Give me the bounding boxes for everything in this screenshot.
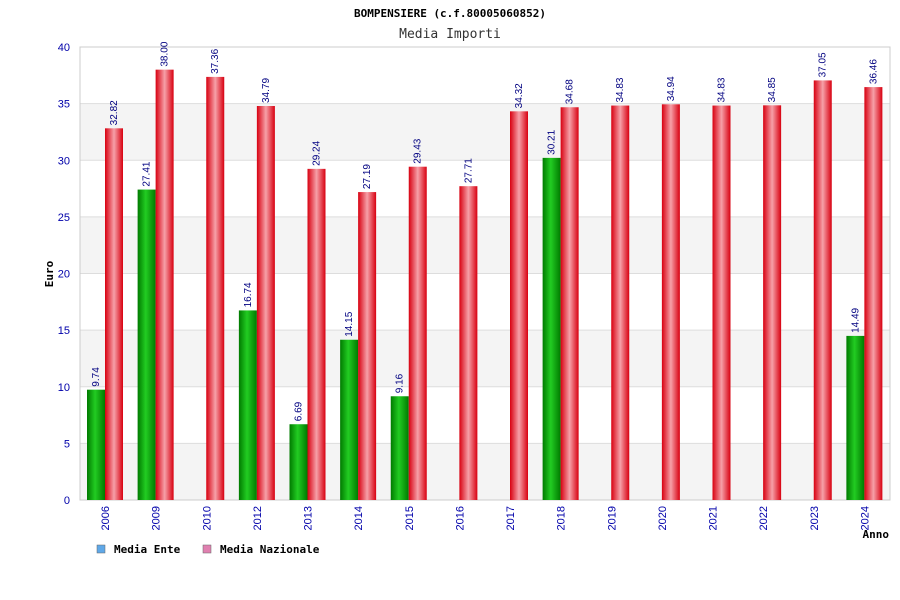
x-tick-label: 2020 [657, 506, 669, 530]
y-tick-label: 10 [58, 382, 70, 394]
legend-label: Media Ente [114, 543, 181, 556]
value-label: 34.83 [717, 77, 728, 102]
value-label: 27.19 [362, 164, 373, 189]
bar-media-nazionale-2023 [813, 80, 832, 500]
bar-media-nazionale-2022 [763, 105, 782, 500]
bars [87, 69, 883, 501]
value-label: 27.41 [142, 161, 153, 186]
value-label: 30.21 [547, 129, 558, 154]
y-tick-label: 0 [64, 495, 70, 507]
bar-media-ente-2009 [137, 189, 156, 500]
bar-media-nazionale-2013 [307, 168, 326, 500]
chart-subtitle: Media Importi [399, 27, 501, 42]
value-label: 9.16 [395, 373, 406, 393]
x-tick-label: 2010 [201, 506, 213, 530]
x-tick-label: 2016 [454, 506, 466, 530]
bar-media-nazionale-2017 [510, 111, 528, 501]
x-tick-label: 2017 [505, 506, 517, 530]
value-label: 14.49 [850, 307, 861, 332]
x-tick-label: 2012 [252, 506, 264, 530]
bar-media-nazionale-2016 [459, 186, 478, 500]
x-tick-label: 2013 [303, 506, 315, 530]
value-label: 27.71 [463, 158, 474, 183]
bar-media-ente-2018 [542, 157, 561, 500]
bar-media-ente-2006 [87, 389, 105, 500]
bar-media-nazionale-2014 [358, 192, 377, 501]
y-tick-label: 35 [58, 99, 70, 111]
bar-media-ente-2024 [846, 335, 865, 500]
value-label: 34.85 [767, 77, 778, 102]
value-label: 29.24 [312, 140, 323, 165]
y-tick-label: 5 [64, 438, 70, 450]
bar-media-nazionale-2010 [206, 76, 225, 500]
value-label: 9.74 [91, 367, 102, 387]
value-labels: 9.74 27.41 16.74 6.69 14.15 9.16 30.21 14.49 32.… [91, 41, 879, 421]
value-label: 34.68 [565, 79, 576, 104]
value-label: 37.36 [210, 48, 221, 73]
x-tick-label: 2006 [100, 506, 112, 530]
value-label: 14.15 [344, 311, 355, 336]
value-label: 32.82 [109, 100, 120, 125]
bar-media-nazionale-2012 [256, 106, 275, 501]
bar-media-nazionale-2020 [661, 104, 680, 500]
x-tick-label: 2019 [606, 506, 618, 530]
bar-media-ente-2013 [289, 424, 308, 500]
x-tick-label: 2021 [708, 506, 720, 530]
bar-media-nazionale-2015 [408, 166, 427, 500]
legend-label: Media Nazionale [220, 543, 320, 556]
value-label: 34.83 [615, 77, 626, 102]
x-tick-label: 2024 [859, 506, 871, 530]
x-tick-label: 2014 [353, 506, 365, 530]
plot-border [79, 46, 891, 501]
x-tick-label: 2022 [758, 506, 770, 530]
value-label: 6.69 [294, 401, 305, 421]
value-label: 34.79 [261, 78, 272, 103]
value-label: 38.00 [160, 41, 171, 66]
bar-media-ente-2015 [390, 396, 409, 500]
y-tick-label: 25 [58, 212, 70, 224]
y-tick-label: 20 [58, 269, 70, 281]
y-axis-label: Euro [43, 260, 56, 287]
bar-media-nazionale-2021 [712, 105, 731, 501]
value-label: 34.32 [514, 83, 525, 108]
legend: Media Ente Media Nazionale [96, 543, 320, 556]
x-axis-label: Anno [863, 528, 890, 541]
bar-media-ente-2012 [238, 310, 257, 500]
y-axis-ticks: 0 5 10 15 20 25 30 35 40 [58, 42, 70, 507]
value-label: 36.46 [868, 59, 879, 84]
value-label: 16.74 [243, 282, 254, 307]
y-tick-label: 40 [58, 42, 70, 54]
value-label: 34.94 [666, 76, 677, 101]
bar-media-nazionale-2024 [864, 87, 883, 500]
y-tick-label: 15 [58, 325, 70, 337]
x-tick-label: 2015 [404, 506, 416, 530]
chart-title: BOMPENSIERE (c.f.80005060852) [354, 7, 546, 20]
x-tick-label: 2009 [151, 506, 163, 530]
bar-media-nazionale-2018 [560, 107, 579, 501]
x-axis-ticks: 2006 2009 2010 2012 2013 2014 2015 2016 2017 2018… [100, 506, 871, 530]
value-label: 37.05 [818, 52, 829, 77]
bar-media-nazionale-2019 [611, 105, 630, 501]
bar-media-nazionale-2006 [105, 128, 123, 500]
bar-media-nazionale-2009 [155, 69, 174, 501]
y-tick-label: 30 [58, 155, 70, 167]
bar-media-ente-2014 [340, 339, 359, 500]
legend-swatch [202, 544, 212, 554]
x-tick-label: 2018 [556, 506, 568, 530]
legend-swatch [96, 544, 106, 554]
value-label: 29.43 [413, 138, 424, 163]
x-tick-label: 2023 [809, 506, 821, 530]
